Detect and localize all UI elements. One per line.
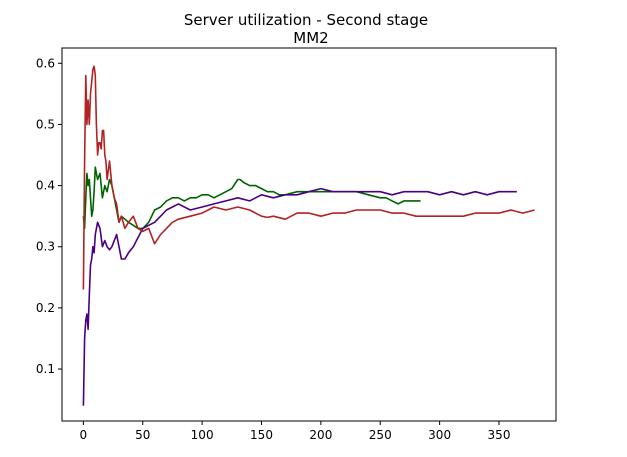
series-layer (82, 65, 535, 406)
series-line-2 (82, 187, 517, 406)
x-tick-label: 150 (250, 428, 273, 442)
x-tick-label: 100 (191, 428, 214, 442)
y-tick-label: 0.5 (36, 117, 55, 131)
x-tick-label: 0 (80, 428, 88, 442)
y-tick-label: 0.1 (36, 362, 55, 376)
chart-subtitle: MM2 (293, 29, 328, 47)
x-tick-label: 250 (369, 428, 392, 442)
plot-frame (61, 47, 557, 422)
y-axis: 0.1 0.2 0.3 0.4 0.5 0.6 (36, 56, 62, 376)
series-line-3 (82, 65, 535, 290)
y-tick-label: 0.3 (36, 240, 55, 254)
y-tick-label: 0.6 (36, 56, 55, 70)
y-tick-label: 0.4 (36, 179, 55, 193)
x-axis: 0 50 100 150 200 250 300 350 (80, 421, 511, 442)
x-tick-label: 300 (428, 428, 451, 442)
x-tick-label: 200 (309, 428, 332, 442)
chart-title: Server utilization - Second stage (184, 11, 428, 29)
x-tick-label: 350 (488, 428, 511, 442)
x-tick-label: 50 (135, 428, 150, 442)
y-tick-label: 0.2 (36, 301, 55, 315)
